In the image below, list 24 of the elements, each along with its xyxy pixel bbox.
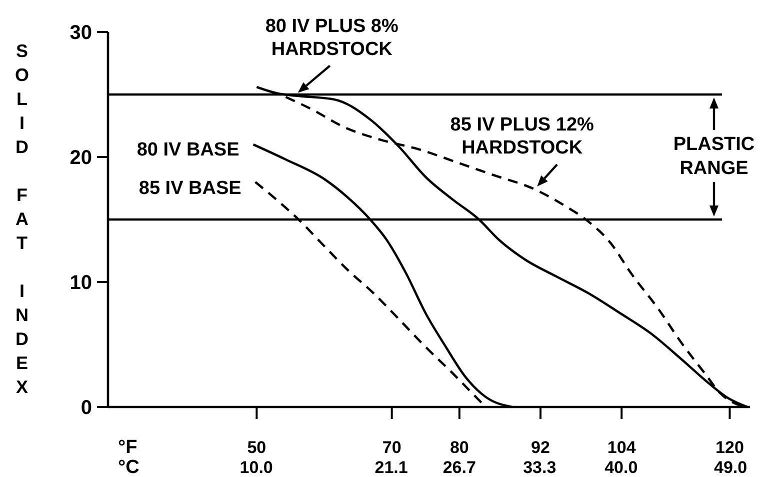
x2-tick-label: 33.3	[523, 458, 556, 477]
y-tick-label: 30	[70, 22, 92, 44]
x-axis-title: °F	[118, 437, 138, 458]
series-label: 80 IV BASE	[136, 140, 240, 160]
x2-tick-label: 26.7	[442, 458, 476, 477]
y-tick-label: 10	[70, 272, 92, 294]
series-label: 85 IV BASE	[138, 178, 242, 199]
x-tick-label: 92	[531, 438, 550, 457]
x2-tick-label: 10.0	[240, 458, 273, 477]
y-tick-label: 20	[70, 147, 92, 169]
x-tick-label: 120	[716, 438, 744, 457]
x-tick-label: 50	[247, 438, 266, 457]
x2-tick-label: 40.0	[604, 458, 638, 477]
x2-tick-label: 49.0	[714, 458, 748, 477]
text: SOLID FAT INDEX	[14, 41, 30, 397]
x2-tick-label: 21.1	[374, 458, 408, 477]
x-tick-label: 104	[607, 438, 636, 457]
x-tick-label: 80	[450, 438, 469, 457]
x2-axis-title: °C	[118, 457, 140, 477]
series-label: 85 IV PLUS 12% HARDSTOCK	[450, 114, 594, 158]
x-tick-label: 70	[382, 438, 402, 457]
y-tick-label: 0	[80, 397, 92, 419]
annotation: PLASTIC RANGE	[673, 134, 755, 179]
series-label: 80 IV PLUS 8% HARDSTOCK	[265, 16, 398, 60]
